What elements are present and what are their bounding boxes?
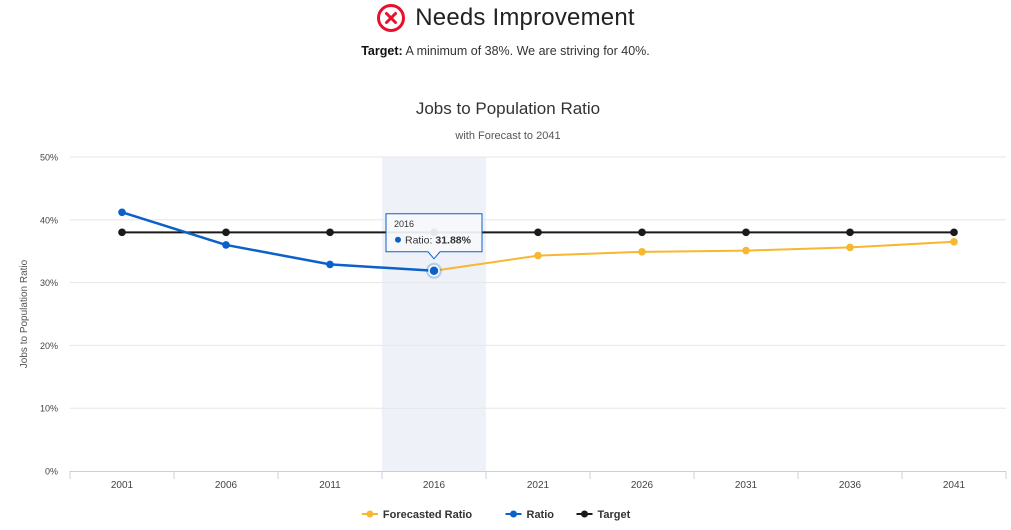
point-target[interactable] xyxy=(950,228,958,237)
legend-item-target[interactable]: Target xyxy=(576,509,631,521)
x-circle-icon xyxy=(377,4,406,32)
point-forecasted-ratio[interactable] xyxy=(534,251,542,260)
point-forecasted-ratio[interactable] xyxy=(846,243,854,252)
legend-swatch-dot xyxy=(581,510,588,518)
point-target[interactable] xyxy=(742,228,750,237)
tooltip-text: Ratio: 31.88% xyxy=(405,234,472,246)
x-tick-label: 2016 xyxy=(423,480,446,491)
chart-title: Jobs to Population Ratio xyxy=(416,99,600,118)
point-ratio[interactable] xyxy=(118,208,126,217)
x-tick-label: 2031 xyxy=(735,480,758,491)
point-target[interactable] xyxy=(222,228,230,237)
legend-item-ratio[interactable]: Ratio xyxy=(505,509,555,521)
legend-swatch-dot xyxy=(510,510,517,518)
x-tick-label: 2041 xyxy=(943,480,966,491)
tooltip-series-label: Ratio: xyxy=(405,234,435,246)
x-tick-label: 2021 xyxy=(527,480,550,491)
point-target[interactable] xyxy=(846,228,854,237)
x-tick-label: 2011 xyxy=(319,480,341,491)
target-text: A minimum of 38%. We are striving for 40… xyxy=(405,44,650,58)
point-target[interactable] xyxy=(638,228,646,237)
point-target[interactable] xyxy=(118,228,126,237)
point-ratio[interactable] xyxy=(326,260,334,269)
tooltip-box xyxy=(385,213,483,260)
legend-item-forecasted-ratio[interactable]: Forecasted Ratio xyxy=(361,509,473,521)
y-tick-label: 10% xyxy=(40,404,58,414)
legend: Forecasted Ratio Ratio Target xyxy=(361,509,631,521)
legend-label: Forecasted Ratio xyxy=(383,509,473,521)
y-tick-label: 30% xyxy=(40,278,58,288)
status-text: Needs Improvement xyxy=(415,4,635,31)
legend-swatch-dot xyxy=(366,510,374,518)
point-target[interactable] xyxy=(326,228,334,237)
point-ratio[interactable] xyxy=(222,241,230,249)
tooltip: 2016 Ratio: 31.88% xyxy=(385,213,483,260)
target-note: Target: A minimum of 38%. We are strivin… xyxy=(0,44,1011,58)
target-label: Target: xyxy=(361,44,403,58)
series-line-forecasted-ratio xyxy=(433,240,955,272)
tooltip-bullet xyxy=(395,236,401,243)
x-tick-label: 2001 xyxy=(111,480,134,491)
hover-band xyxy=(382,157,486,471)
x-tick-label: 2036 xyxy=(839,480,862,491)
point-forecasted-ratio[interactable] xyxy=(638,248,646,256)
tooltip-value: 31.88% xyxy=(435,234,471,246)
y-axis-label: Jobs to Population Ratio xyxy=(19,259,30,368)
point-forecasted-ratio[interactable] xyxy=(742,246,750,255)
point-forecasted-ratio[interactable] xyxy=(950,237,958,246)
hover-point[interactable] xyxy=(428,265,440,277)
y-tick-label: 40% xyxy=(40,215,58,225)
legend-label: Ratio xyxy=(527,509,555,521)
chart-subtitle: with Forecast to 2041 xyxy=(454,130,560,142)
y-tick-label: 0% xyxy=(45,467,58,477)
y-tick-label: 20% xyxy=(40,341,58,351)
y-tick-label: 50% xyxy=(40,153,58,163)
x-tick-label: 2006 xyxy=(215,480,238,491)
series-line-ratio xyxy=(120,211,436,273)
tooltip-category: 2016 xyxy=(394,219,414,229)
x-tick-label: 2026 xyxy=(631,480,654,491)
status-header: Needs Improvement xyxy=(0,0,1011,36)
point-target[interactable] xyxy=(534,228,542,237)
legend-label: Target xyxy=(598,509,631,521)
